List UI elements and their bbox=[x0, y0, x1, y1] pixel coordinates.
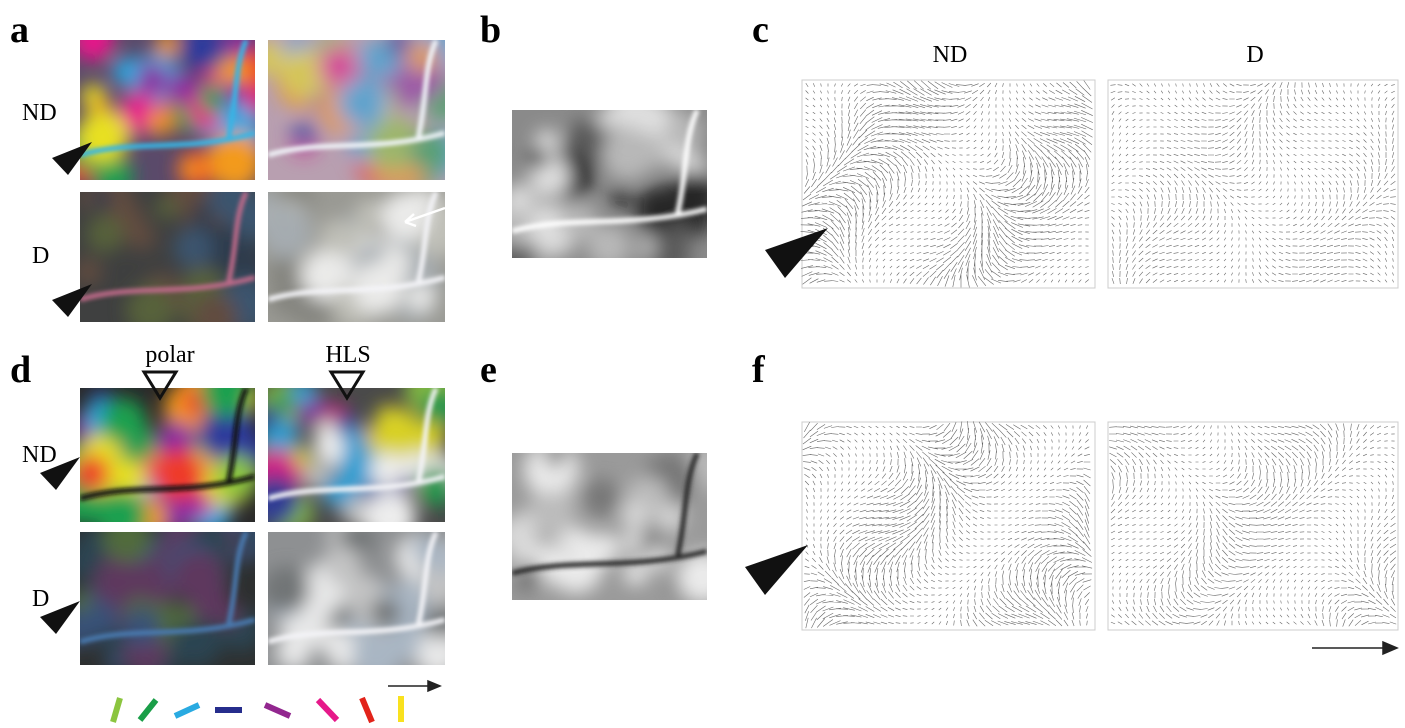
panel-letter: e bbox=[480, 349, 497, 391]
image-blob bbox=[323, 547, 361, 585]
image-blob bbox=[259, 406, 280, 427]
direction-arrows bbox=[388, 642, 1397, 691]
image-blob bbox=[530, 491, 575, 536]
image-blob bbox=[123, 609, 161, 647]
image-blob bbox=[65, 544, 102, 581]
image-blob bbox=[411, 139, 443, 171]
column-label: polar bbox=[145, 342, 194, 368]
image-blob bbox=[153, 449, 205, 501]
image-blob bbox=[271, 286, 301, 316]
image-blob bbox=[155, 33, 179, 57]
image-blob bbox=[289, 120, 318, 149]
image-blob bbox=[72, 19, 114, 61]
image-blob bbox=[180, 25, 225, 70]
row-label: ND bbox=[22, 442, 57, 468]
row-label: D bbox=[32, 586, 49, 612]
panel-letter: d bbox=[10, 349, 31, 391]
image-blob bbox=[677, 552, 728, 603]
image-blob bbox=[262, 566, 309, 613]
vector-field-box bbox=[1108, 422, 1398, 630]
image-blob bbox=[74, 258, 102, 286]
arrowhead bbox=[745, 545, 808, 595]
image-blob bbox=[100, 398, 146, 444]
image-panel bbox=[65, 19, 276, 196]
image-blob bbox=[173, 228, 213, 268]
image-panel bbox=[74, 169, 276, 339]
image-blob bbox=[181, 159, 202, 180]
image-blob bbox=[611, 188, 631, 208]
key-bar bbox=[362, 698, 372, 722]
key-bar bbox=[318, 700, 337, 720]
image-blob bbox=[261, 418, 298, 455]
panel-letter: b bbox=[480, 9, 501, 51]
arrow-head bbox=[1383, 642, 1397, 654]
image-blob bbox=[174, 605, 195, 626]
image-blob bbox=[192, 294, 238, 340]
image-blob bbox=[635, 186, 681, 232]
image-blob bbox=[113, 57, 141, 85]
image-panel bbox=[56, 364, 267, 543]
column-label: HLS bbox=[325, 342, 370, 368]
image-blob bbox=[320, 220, 354, 254]
figure: a b c d e f ND D ND D ND D polar HLS bbox=[0, 0, 1405, 728]
image-blob bbox=[370, 597, 401, 628]
image-blob bbox=[371, 408, 422, 459]
image-blob bbox=[407, 284, 434, 311]
image-blob bbox=[317, 46, 358, 87]
image-blob bbox=[358, 651, 380, 673]
key-bar bbox=[113, 698, 120, 722]
orientation-key bbox=[113, 696, 401, 722]
image-blob bbox=[92, 189, 112, 209]
column-label: D bbox=[1246, 42, 1263, 68]
image-panel bbox=[63, 508, 269, 685]
image-blob bbox=[610, 93, 644, 127]
panel-letter: c bbox=[752, 9, 769, 51]
image-panel bbox=[250, 180, 467, 328]
image-panel bbox=[248, 362, 462, 543]
image-blob bbox=[249, 474, 300, 525]
image-blob bbox=[621, 502, 648, 529]
image-blob bbox=[423, 573, 457, 607]
image-blob bbox=[602, 127, 654, 179]
image-blob bbox=[172, 551, 224, 603]
image-blob bbox=[86, 215, 123, 252]
image-blob bbox=[624, 562, 647, 585]
image-panel bbox=[498, 442, 729, 602]
image-panel bbox=[251, 20, 466, 195]
image-blob bbox=[261, 207, 312, 258]
image-blob bbox=[251, 41, 285, 75]
image-blob bbox=[128, 223, 155, 250]
image-blob bbox=[355, 199, 383, 227]
image-blob bbox=[155, 197, 177, 219]
panel-letter: a bbox=[10, 9, 29, 51]
vector-field-box bbox=[802, 422, 1095, 630]
row-label: ND bbox=[22, 100, 57, 126]
vector-field-box bbox=[802, 80, 1095, 288]
image-blob bbox=[637, 236, 658, 257]
vector-field-box bbox=[1108, 80, 1398, 288]
image-blob bbox=[504, 184, 532, 212]
key-bar bbox=[140, 700, 156, 720]
image-panel bbox=[489, 92, 719, 277]
row-label: D bbox=[32, 243, 49, 269]
key-bar bbox=[175, 705, 199, 716]
key-bar bbox=[265, 705, 290, 716]
image-blob bbox=[591, 533, 621, 563]
image-blob bbox=[583, 479, 620, 516]
image-blob bbox=[544, 444, 566, 466]
image-panel bbox=[262, 515, 468, 681]
image-blob bbox=[74, 455, 110, 491]
image-blob bbox=[148, 111, 173, 136]
image-blob bbox=[528, 148, 549, 169]
image-blob bbox=[382, 249, 411, 278]
column-label: ND bbox=[933, 42, 968, 68]
arrow-head bbox=[428, 681, 440, 691]
panel-letter: f bbox=[752, 349, 766, 391]
image-blob bbox=[370, 453, 405, 488]
image-blob bbox=[291, 380, 317, 406]
